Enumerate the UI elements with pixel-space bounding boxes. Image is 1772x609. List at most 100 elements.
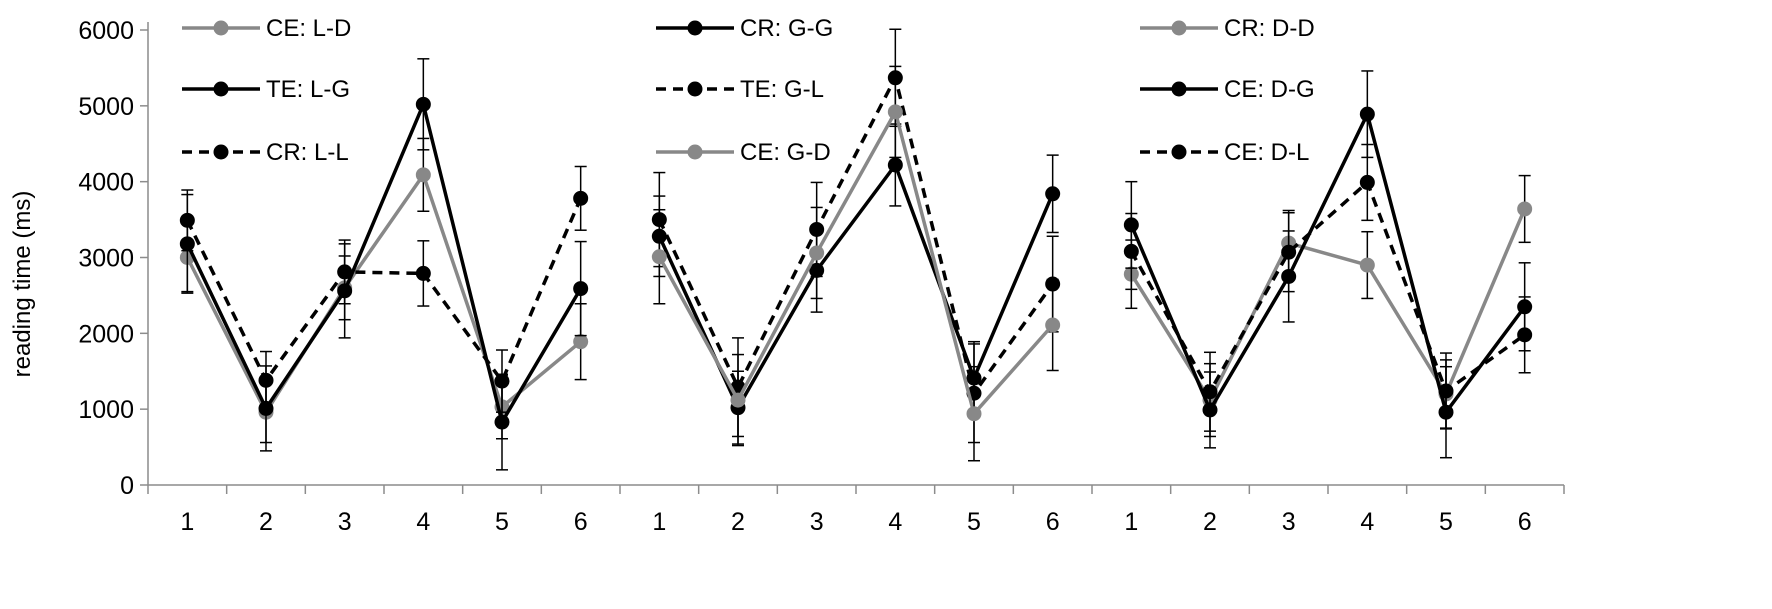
plot-area: [179, 28, 1533, 471]
data-point: [1359, 257, 1375, 273]
y-tick-label: 4000: [78, 169, 134, 197]
data-point: [1045, 186, 1061, 202]
series: [179, 137, 589, 444]
x-tick-label: 6: [1518, 508, 1532, 536]
series: [179, 58, 589, 471]
y-tick-label: 6000: [78, 17, 134, 45]
y-axis: 0 1000 2000 3000 4000 5000 6000: [78, 17, 149, 500]
data-point: [573, 281, 589, 297]
y-tick-label: 2000: [78, 320, 134, 348]
x-tick-label: 4: [416, 508, 430, 536]
legend-swatch-marker: [687, 20, 703, 36]
data-point: [494, 414, 510, 430]
x-tick-label: 2: [731, 508, 745, 536]
x-tick-label: 3: [810, 508, 824, 536]
y-axis-title: reading time (ms): [9, 191, 36, 378]
x-tick-label: 2: [259, 508, 273, 536]
legend-swatch-marker: [1171, 144, 1187, 160]
legend-swatch-marker: [687, 81, 703, 97]
series-line: [657, 163, 1055, 410]
data-point: [1202, 384, 1218, 400]
data-point: [1281, 244, 1297, 260]
legend-item: CE: D-G: [1140, 76, 1315, 103]
x-tick-label: 1: [1124, 508, 1138, 536]
x-tick-label: 4: [888, 508, 902, 536]
legend-label: TE: L-G: [266, 76, 350, 103]
data-point: [1517, 327, 1533, 343]
y-tick-label: 3000: [78, 245, 134, 273]
series-line: [185, 102, 583, 424]
y-tick-label: 0: [120, 472, 134, 500]
x-tick-label: 4: [1360, 508, 1374, 536]
data-point: [1359, 106, 1375, 122]
legend-item: TE: L-G: [182, 76, 350, 103]
series: [1123, 143, 1533, 432]
series-line: [1129, 112, 1527, 414]
data-point: [1438, 383, 1454, 399]
legend-item: CR: G-G: [656, 15, 833, 42]
y-tick-label: 1000: [78, 396, 134, 424]
data-point: [258, 372, 274, 388]
x-tick-label: 1: [180, 508, 194, 536]
legend-item: TE: G-L: [656, 76, 824, 103]
x-tick-label: 5: [495, 508, 509, 536]
legend-label: CE: D-L: [1224, 139, 1309, 166]
legend-swatch-marker: [1171, 20, 1187, 36]
series-line: [185, 173, 582, 414]
legend-label: TE: G-L: [740, 76, 824, 103]
x-axis: 1 2 3 4 5 6 1 2 3 4 5 6 1 2 3 4 5 6: [147, 484, 1565, 536]
data-point: [415, 167, 431, 183]
data-point: [887, 157, 903, 173]
data-point: [809, 245, 825, 261]
legend-swatch-marker: [687, 144, 703, 160]
series-line: [185, 197, 583, 383]
y-tick-label: 5000: [78, 93, 134, 121]
data-point: [494, 373, 510, 389]
data-point: [966, 406, 982, 422]
series: [1123, 174, 1533, 438]
legend-swatch-marker: [1171, 81, 1187, 97]
x-tick-label: 3: [1282, 508, 1296, 536]
legend-item: CE: D-L: [1140, 139, 1309, 166]
data-point: [179, 212, 195, 228]
series: [651, 65, 1061, 462]
data-point: [887, 104, 903, 120]
legend-label: CR: G-G: [740, 15, 833, 42]
legend: CE: L-D TE: L-G CR: L-L CR: G-G TE: G-L CE: G…: [182, 15, 1315, 166]
data-point: [651, 249, 667, 265]
x-tick-label: 6: [1046, 508, 1060, 536]
data-point: [1517, 201, 1533, 217]
series: [179, 165, 589, 413]
x-tick-label: 5: [967, 508, 981, 536]
data-point: [337, 264, 353, 280]
x-tick-label: 3: [338, 508, 352, 536]
data-point: [415, 265, 431, 281]
series-line: [657, 76, 1055, 395]
legend-label: CR: L-L: [266, 139, 349, 166]
data-point: [1123, 243, 1139, 259]
legend-label: CE: G-D: [740, 139, 831, 166]
legend-label: CE: D-G: [1224, 76, 1315, 103]
data-point: [573, 334, 589, 350]
data-point: [1359, 174, 1375, 190]
legend-item: CR: L-L: [182, 139, 349, 166]
data-point: [730, 392, 746, 408]
legend-swatch-marker: [213, 20, 229, 36]
legend-item: CE: G-D: [656, 139, 831, 166]
series: [1123, 70, 1533, 459]
series-line: [1129, 208, 1527, 402]
legend-item: CE: L-D: [182, 15, 351, 42]
legend-swatch-marker: [213, 144, 229, 160]
x-tick-label: 2: [1203, 508, 1217, 536]
legend-swatch-marker: [213, 81, 229, 97]
series-line: [1129, 180, 1526, 394]
data-point: [573, 190, 589, 206]
legend-label: CE: L-D: [266, 15, 351, 42]
series: [651, 28, 1061, 444]
legend-item: CR: D-D: [1140, 15, 1315, 42]
x-tick-label: 5: [1439, 508, 1453, 536]
x-tick-label: 6: [574, 508, 588, 536]
series-line: [657, 110, 1054, 416]
x-tick-label: 1: [652, 508, 666, 536]
